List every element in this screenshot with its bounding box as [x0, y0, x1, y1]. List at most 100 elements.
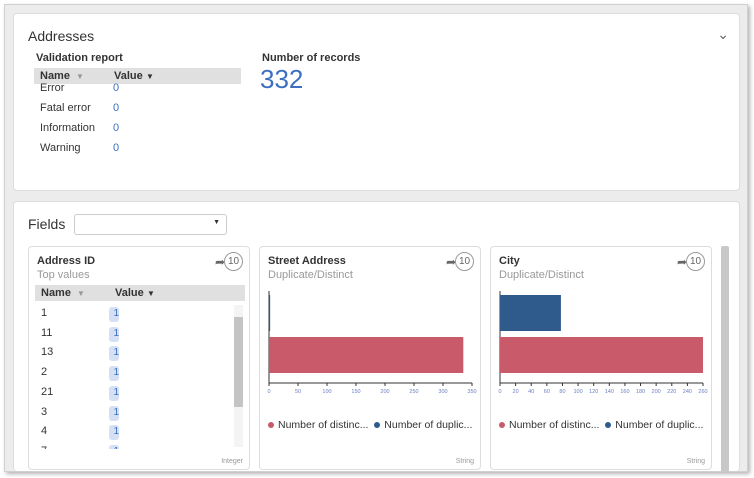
table-row-value[interactable]: 1 — [109, 385, 119, 401]
bar-chart: 0 50 100 150 200 250 300 350 — [267, 291, 477, 393]
bar-duplicate — [500, 295, 561, 331]
table-body: 1111113121211314171 — [29, 303, 249, 449]
validation-row-name: Fatal error — [40, 102, 91, 114]
legend-dot-distinct — [499, 422, 505, 428]
share-icon[interactable]: ➦ — [676, 255, 687, 269]
table-row-value[interactable]: 1 — [109, 405, 119, 421]
fields-title: Fields — [28, 216, 66, 232]
validation-row-value[interactable]: 0 — [113, 102, 120, 114]
x-tick-label: 40 — [528, 389, 534, 393]
x-tick-label: 260 — [698, 389, 707, 393]
x-tick-label: 160 — [620, 389, 629, 393]
legend-dot-duplicate — [374, 422, 381, 428]
count-badge: 10 — [455, 252, 474, 271]
panel-title: Address ID — [37, 255, 96, 267]
legend: Number of distinc... Number of duplic... — [499, 419, 703, 431]
share-icon[interactable]: ➦ — [445, 255, 456, 269]
table-row-name: 13 — [41, 346, 54, 359]
x-tick-label: 150 — [351, 389, 360, 393]
col-value[interactable]: Value — [114, 70, 143, 82]
validation-row-name: Information — [40, 122, 96, 134]
validation-row-value[interactable]: 0 — [113, 122, 120, 134]
x-tick-label: 350 — [467, 389, 476, 393]
sort-icon[interactable]: ▼ — [147, 289, 155, 298]
panel-chart: Street Address Duplicate/Distinct ➦ 10 0… — [259, 246, 481, 470]
col-name[interactable]: Name — [40, 70, 70, 82]
table-row-name: 2 — [41, 366, 48, 379]
x-tick-label: 250 — [409, 389, 418, 393]
table-row-name: 4 — [41, 425, 48, 438]
legend-dot-duplicate — [605, 422, 612, 428]
legend-distinct[interactable]: Number of distinc... — [278, 419, 369, 431]
x-tick-label: 100 — [322, 389, 331, 393]
panel-title: Street Address — [268, 255, 346, 267]
window: Addresses ⌄ Validation report Name ▼ Valu… — [4, 4, 748, 472]
field-type: Integer — [221, 458, 243, 465]
table-row-value[interactable]: 1 — [109, 425, 119, 441]
x-tick-label: 0 — [498, 389, 501, 393]
addresses-title: Addresses — [28, 28, 95, 44]
legend-duplicate[interactable]: Number of duplic... — [384, 419, 473, 431]
panel-subtitle: Duplicate/Distinct — [268, 269, 353, 281]
sort-icon[interactable]: ▼ — [77, 289, 85, 298]
table-row-value[interactable]: 1 — [109, 326, 119, 342]
validation-row-name: Warning — [40, 142, 81, 154]
table-header: Name ▼ Value ▼ — [35, 285, 245, 301]
panel-address-id: Address ID Top values ➦ 10 Name ▼ Value ▼ … — [28, 246, 250, 470]
x-tick-label: 100 — [573, 389, 582, 393]
x-tick-label: 0 — [267, 389, 270, 393]
x-tick-label: 220 — [667, 389, 676, 393]
x-tick-label: 300 — [438, 389, 447, 393]
col-name[interactable]: Name — [41, 287, 71, 299]
panel-chart: City Duplicate/Distinct ➦ 10 0 20 40 60 80 10… — [490, 246, 712, 470]
table-row-value[interactable]: 1 — [109, 444, 119, 449]
x-tick-label: 180 — [636, 389, 645, 393]
bar-duplicate — [269, 295, 271, 331]
panel-subtitle: Top values — [37, 269, 90, 281]
field-select[interactable]: ▼ — [74, 214, 227, 235]
field-type: String — [455, 458, 474, 465]
sort-icon[interactable]: ▼ — [76, 72, 84, 81]
fields-scrollbar[interactable] — [721, 246, 729, 472]
validation-title: Validation report — [36, 52, 123, 64]
legend-distinct[interactable]: Number of distinc... — [509, 419, 600, 431]
table-row-name: 1 — [41, 307, 48, 319]
count-badge: 10 — [224, 252, 243, 271]
table-row-name: 21 — [41, 385, 54, 398]
table-row-name: 3 — [41, 405, 48, 418]
table-row-name: 11 — [41, 326, 53, 339]
field-type: String — [686, 458, 705, 465]
table-row-value[interactable]: 1 — [109, 366, 119, 382]
panel-subtitle: Duplicate/Distinct — [499, 269, 584, 281]
x-tick-label: 140 — [605, 389, 614, 393]
x-tick-label: 20 — [513, 389, 519, 393]
share-icon[interactable]: ➦ — [214, 255, 225, 269]
fields-card: Fields ▼ Address ID Top values ➦ 10 Name… — [13, 201, 740, 472]
bar-distinct — [269, 337, 464, 373]
x-tick-label: 120 — [589, 389, 598, 393]
x-tick-label: 50 — [295, 389, 301, 393]
sort-icon[interactable]: ▼ — [146, 72, 154, 81]
table-row-value[interactable]: 1 — [109, 346, 119, 362]
legend-duplicate[interactable]: Number of duplic... — [615, 419, 704, 431]
x-tick-label: 60 — [544, 389, 550, 393]
x-tick-label: 80 — [559, 389, 565, 393]
bar-chart: 0 20 40 60 80 100 120 140 160 180 200 220 240 260 — [498, 291, 708, 393]
caret-down-icon: ▼ — [213, 219, 220, 226]
scrollbar[interactable] — [234, 305, 243, 447]
validation-header: Name ▼ Value ▼ — [34, 68, 241, 84]
x-tick-label: 200 — [380, 389, 389, 393]
count-badge: 10 — [686, 252, 705, 271]
col-value[interactable]: Value — [115, 287, 144, 299]
table-row-name: 7 — [41, 445, 47, 449]
x-tick-label: 240 — [683, 389, 692, 393]
panel-title: City — [499, 255, 520, 267]
validation-row-value[interactable]: 0 — [113, 142, 120, 154]
bar-distinct — [500, 337, 703, 373]
legend-dot-distinct — [268, 422, 274, 428]
table-row-value[interactable]: 1 — [109, 307, 119, 322]
records-value: 332 — [260, 64, 304, 94]
validation-row-value[interactable]: 0 — [113, 82, 120, 94]
chevron-down-icon[interactable]: ⌄ — [717, 26, 729, 42]
records-label: Number of records — [262, 52, 361, 64]
